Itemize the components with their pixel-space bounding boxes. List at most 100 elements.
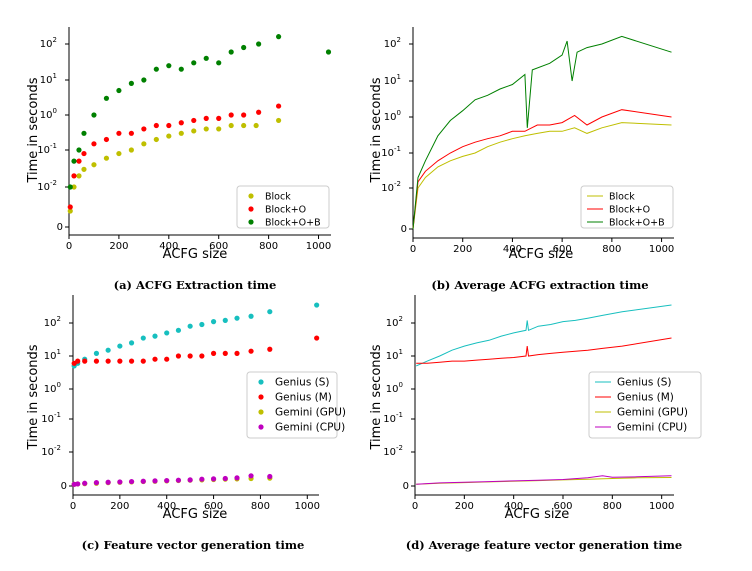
data-point xyxy=(216,126,222,132)
y-tick-label: 100 xyxy=(40,107,57,121)
y-tick-label: 0 xyxy=(61,481,67,492)
series-line xyxy=(416,304,672,367)
data-point xyxy=(71,173,77,179)
x-tick-label: 400 xyxy=(159,241,178,252)
data-point xyxy=(81,130,87,136)
data-point xyxy=(314,302,320,308)
data-point xyxy=(105,347,111,353)
data-point xyxy=(187,323,193,329)
x-tick-label: 800 xyxy=(603,501,622,512)
legend-marker xyxy=(248,219,254,225)
legend-marker xyxy=(248,206,254,212)
data-point xyxy=(187,477,193,483)
data-point xyxy=(191,128,197,134)
panel-d: 0 200 400 600 800 1000 0 10-2 10-1 100 101 102 Geniu… xyxy=(369,295,702,552)
data-point xyxy=(222,350,228,356)
data-point xyxy=(276,103,282,109)
data-point xyxy=(203,115,209,121)
data-point xyxy=(199,353,205,359)
data-point xyxy=(128,130,134,136)
data-point xyxy=(141,126,147,132)
data-point xyxy=(276,34,282,40)
plot-area-b: 0 200 400 600 800 1000 0 10-2 10-1 100 101 102 Block… xyxy=(381,27,674,255)
x-tick-label: 0 xyxy=(70,501,76,512)
y-tick-label: 10-2 xyxy=(41,444,61,458)
data-point xyxy=(253,122,259,129)
data-point xyxy=(210,476,217,482)
plot-area-a: 0 200 400 600 800 1000010-210-1100101102Block… xyxy=(37,27,331,252)
data-point xyxy=(128,478,135,485)
data-point xyxy=(67,208,73,214)
data-point xyxy=(140,335,146,341)
legend-label: Block+O xyxy=(265,205,306,216)
data-point xyxy=(234,350,240,356)
data-point xyxy=(91,112,97,118)
data-point xyxy=(76,158,82,164)
xlabel-d: ACFG size xyxy=(505,507,570,522)
series-line xyxy=(412,35,672,230)
y-tick-label: 102 xyxy=(44,315,61,329)
data-point xyxy=(191,117,197,124)
legend-marker xyxy=(258,394,264,400)
xlabel-a: ACFG size xyxy=(163,247,228,262)
x-tick-label: 1000 xyxy=(306,241,331,252)
panel-a: 0 200 400 600 800 1000010-210-1100101102Block… xyxy=(26,27,331,292)
data-point xyxy=(82,358,88,364)
data-point xyxy=(153,122,159,129)
data-point xyxy=(141,141,147,147)
data-point xyxy=(93,358,100,364)
data-point xyxy=(256,41,262,47)
data-point xyxy=(67,184,73,190)
data-point xyxy=(191,60,197,66)
data-point xyxy=(141,77,147,83)
data-point xyxy=(314,335,320,341)
series-line xyxy=(416,337,672,364)
data-point xyxy=(117,358,123,364)
ylabel-d: Time in seconds xyxy=(369,344,384,450)
data-point xyxy=(116,150,122,157)
y-tick-label: 10-1 xyxy=(383,411,403,425)
x-tick-label: 1000 xyxy=(649,244,674,255)
legend-label: Gemini (CPU) xyxy=(617,422,687,434)
x-tick-label: 0 xyxy=(412,501,418,512)
series-line xyxy=(416,477,672,485)
data-point xyxy=(91,141,97,147)
data-point xyxy=(103,155,110,161)
y-tick-label: 0 xyxy=(57,222,63,233)
data-point xyxy=(178,130,184,136)
ylabel-b: Time in seconds xyxy=(369,77,384,183)
data-point xyxy=(325,49,332,55)
x-tick-label: 200 xyxy=(453,244,472,255)
legend-marker xyxy=(258,409,264,415)
data-point xyxy=(166,133,172,139)
data-point xyxy=(166,122,172,129)
data-point xyxy=(76,147,82,153)
data-point xyxy=(276,117,282,124)
data-point xyxy=(153,66,159,72)
data-point xyxy=(152,356,158,362)
data-point xyxy=(117,479,123,485)
data-point xyxy=(210,350,217,356)
x-tick-label: 400 xyxy=(504,501,523,512)
data-point xyxy=(228,122,234,129)
y-tick-label: 101 xyxy=(40,72,57,86)
legend-label: Genius (M) xyxy=(617,392,674,404)
ylabel-a: Time in seconds xyxy=(26,77,41,183)
y-tick-label: 100 xyxy=(384,109,401,123)
data-point xyxy=(71,184,77,190)
data-point xyxy=(210,319,217,325)
caption-b: (b) Average ACFG extraction time xyxy=(431,278,648,292)
legend-box xyxy=(246,371,338,439)
legend-label: Block+O+B xyxy=(265,218,321,229)
y-tick-label: 10-1 xyxy=(381,145,401,159)
caption-a: (a) ACFG Extraction time xyxy=(114,278,277,292)
data-point xyxy=(105,358,111,364)
x-tick-label: 200 xyxy=(109,241,128,252)
series-line xyxy=(416,475,672,485)
data-point xyxy=(216,115,222,121)
data-point xyxy=(71,158,77,164)
data-point xyxy=(166,63,172,69)
x-tick-label: 1000 xyxy=(649,501,674,512)
data-point xyxy=(175,353,182,359)
data-point xyxy=(164,477,170,484)
